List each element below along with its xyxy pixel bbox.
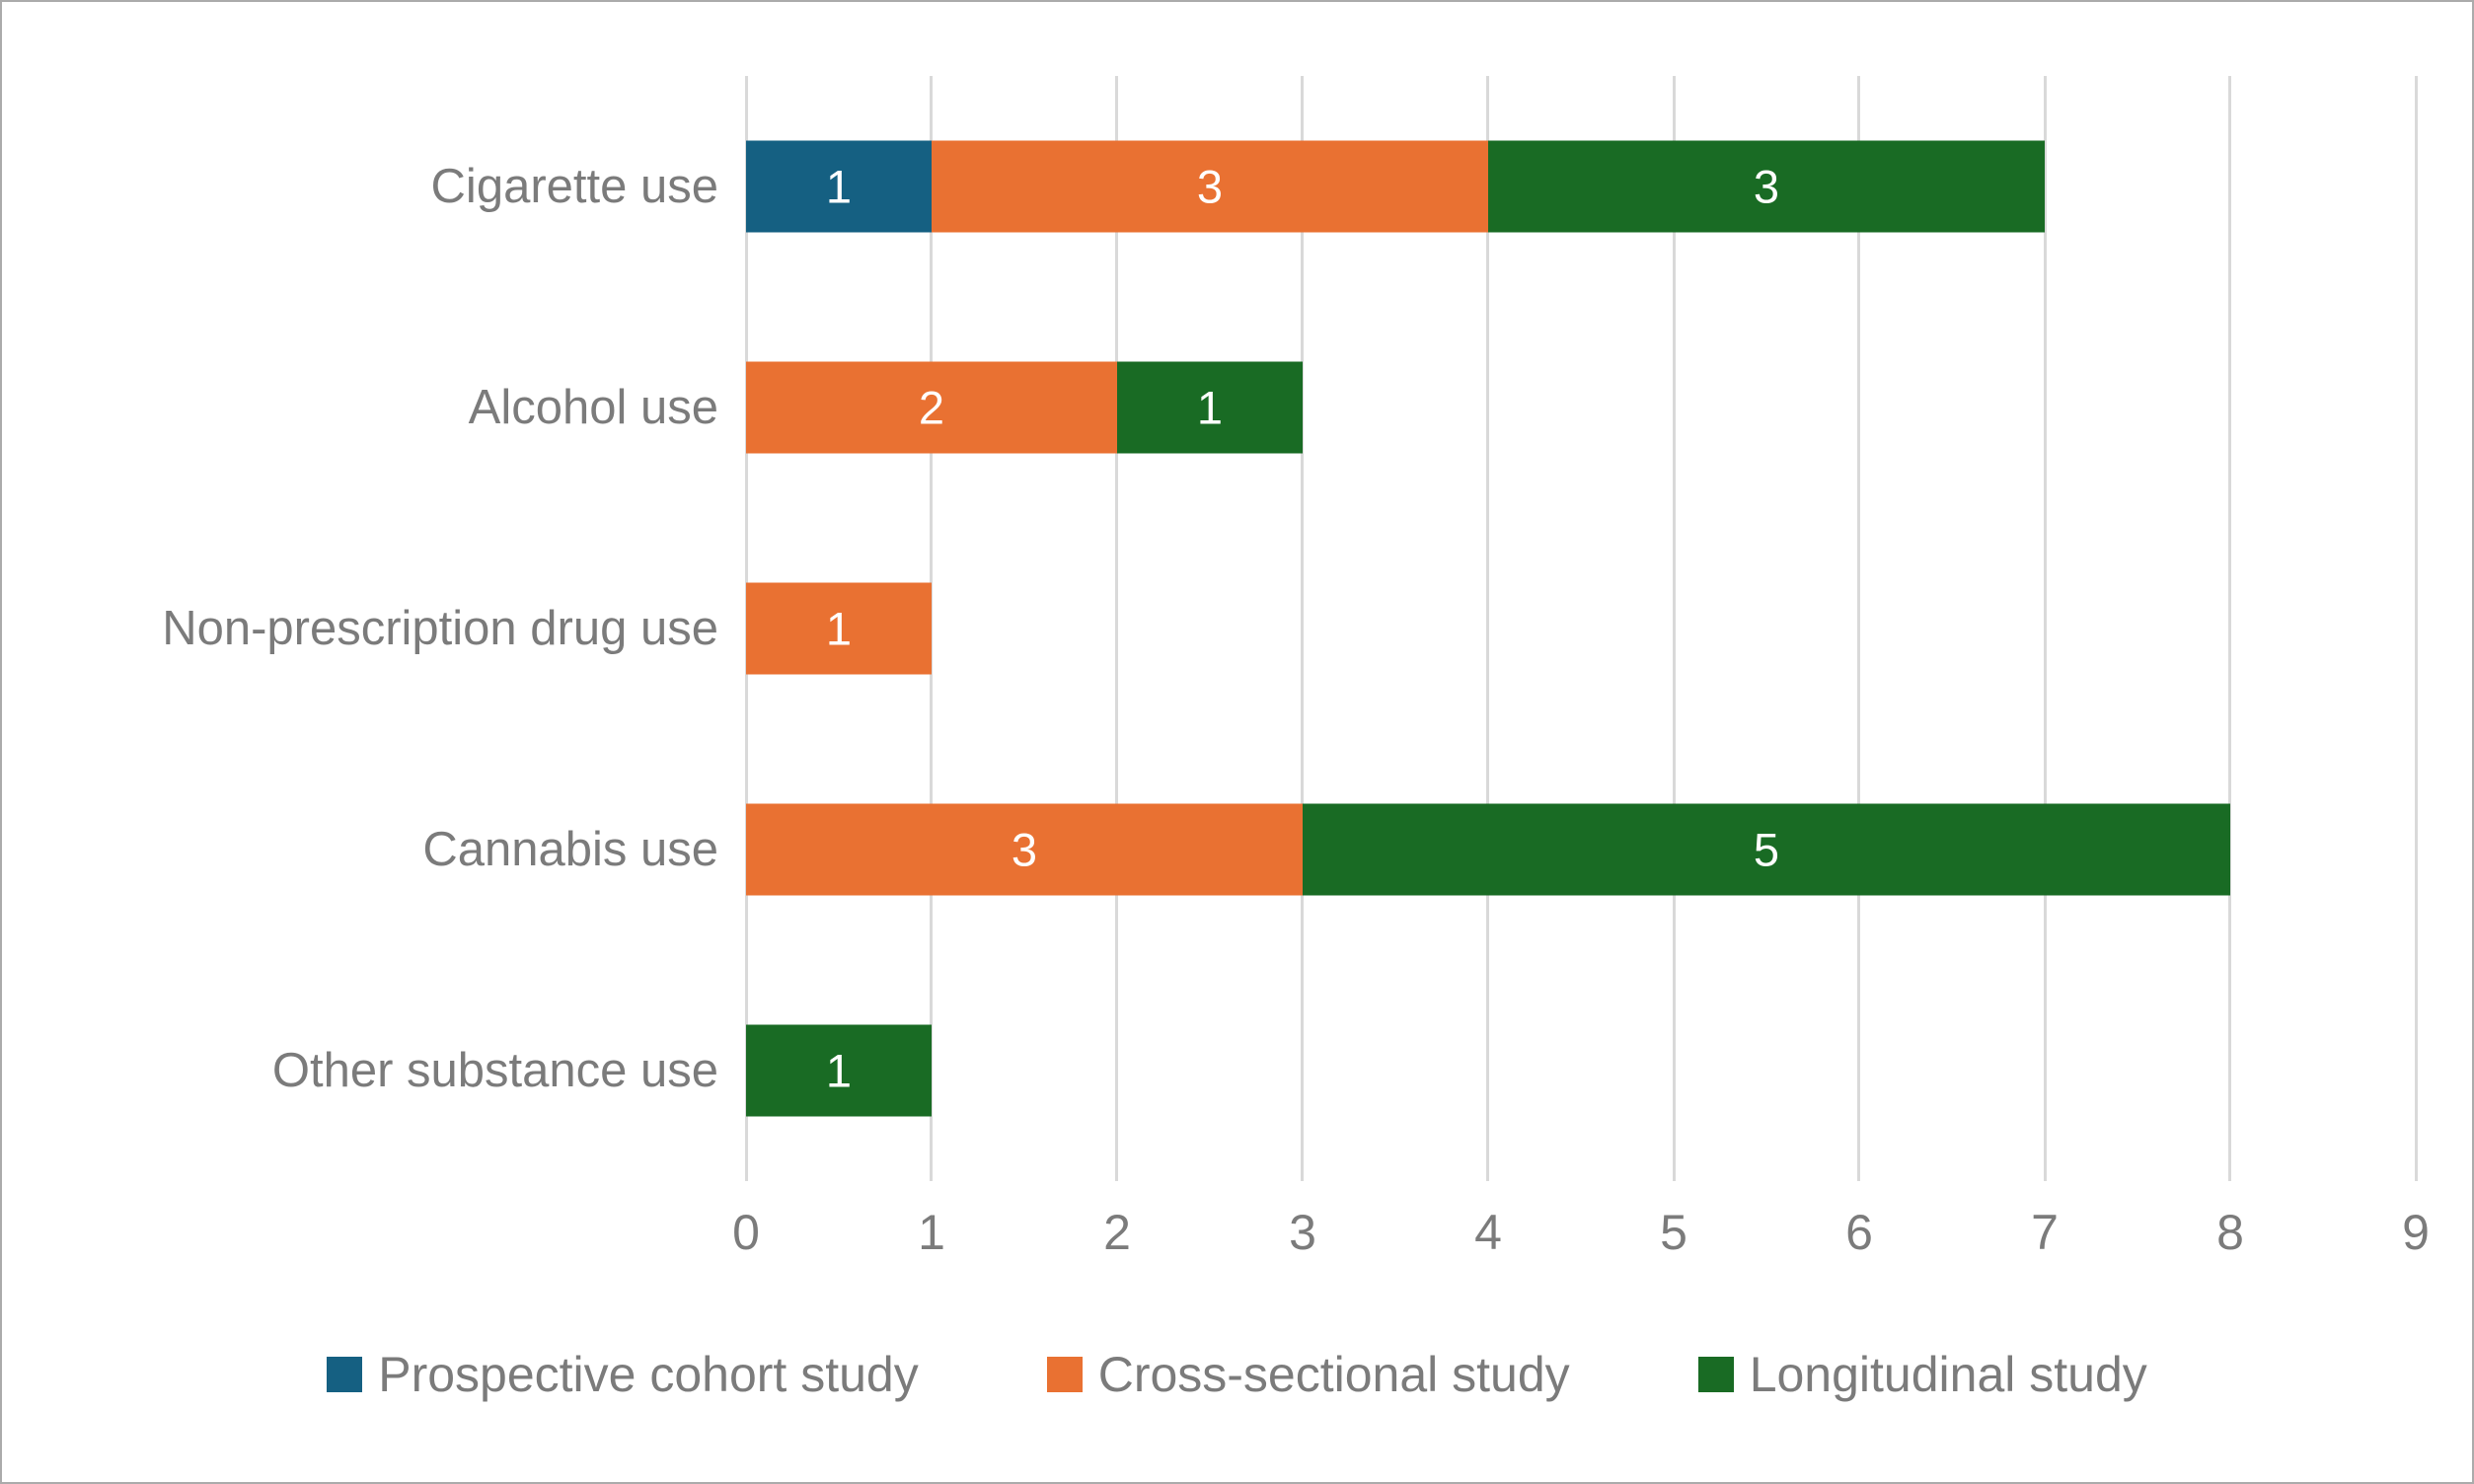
legend-swatch (1046, 1357, 1083, 1392)
bar-segment: 2 (746, 361, 1117, 454)
bar-row: Other substance use 1 (272, 960, 2416, 1181)
bar-row: Cannabis use 3 5 (422, 739, 2416, 960)
bar-row: Alcohol use 2 1 (469, 297, 2416, 518)
category-label: Alcohol use (468, 381, 718, 434)
segment-value-label: 3 (1753, 160, 1780, 213)
legend-swatch (327, 1357, 363, 1392)
bar-row: Non-prescription drug use 1 (162, 518, 2416, 739)
bar-segment: 1 (746, 1024, 932, 1117)
x-tick-label: 8 (2216, 1205, 2244, 1260)
bar-segment: 3 (1487, 140, 2045, 233)
bar-row: Cigarette use 1 3 3 (431, 76, 2416, 297)
bar-segment: 3 (746, 803, 1303, 896)
stacked-bar: 1 (746, 582, 2416, 675)
x-tick-label: 4 (1474, 1205, 1502, 1260)
category-label: Cannabis use (422, 823, 718, 876)
x-tick-label: 0 (732, 1205, 760, 1260)
x-tick-label: 1 (918, 1205, 945, 1260)
stacked-bar: 1 (746, 1024, 2416, 1117)
stacked-bar: 1 3 3 (746, 140, 2416, 233)
gridline (1115, 76, 1119, 1181)
legend-label: Cross-sectional study (1097, 1347, 1570, 1402)
segment-value-label: 1 (1196, 381, 1224, 434)
category-label: Other substance use (271, 1044, 718, 1097)
gridline (2043, 76, 2047, 1181)
legend-label: Prospective cohort study (378, 1347, 919, 1402)
bar-rows: Cigarette use 1 3 3 Alcohol use 2 1 Non-prescri… (162, 76, 2416, 1181)
segment-value-label: 1 (825, 602, 853, 655)
segment-value-label: 1 (825, 1044, 853, 1097)
x-axis: 0 1 2 3 4 5 6 7 8 9 (732, 1204, 2430, 1273)
gridline (2414, 76, 2418, 1181)
bar-segment: 1 (746, 140, 932, 233)
bar-segment: 3 (932, 140, 1488, 233)
bar-segment: 1 (1117, 361, 1303, 454)
category-label: Non-prescription drug use (162, 602, 718, 655)
segment-value-label: 3 (1196, 160, 1224, 213)
legend-item: Prospective cohort study (327, 1346, 919, 1403)
legend-label: Longitudinal study (1749, 1347, 2147, 1402)
bar-segment: 5 (1302, 803, 2230, 896)
gridline (2228, 76, 2232, 1181)
x-tick-label: 3 (1289, 1205, 1316, 1260)
x-tick-label: 2 (1103, 1205, 1131, 1260)
segment-value-label: 3 (1011, 823, 1038, 876)
legend: Prospective cohort study Cross-sectional … (2, 1346, 2472, 1403)
segment-value-label: 1 (825, 160, 853, 213)
x-tick-label: 5 (1660, 1205, 1687, 1260)
gridline (1301, 76, 1305, 1181)
gridline (1672, 76, 1676, 1181)
x-tick-label: 7 (2031, 1205, 2059, 1260)
bar-segment: 1 (746, 582, 932, 675)
legend-swatch (1697, 1357, 1734, 1392)
segment-value-label: 2 (918, 381, 945, 434)
x-tick-label: 6 (1845, 1205, 1873, 1260)
segment-value-label: 5 (1753, 823, 1780, 876)
x-tick-label: 9 (2402, 1205, 2430, 1260)
legend-item: Longitudinal study (1697, 1346, 2147, 1403)
legend-item: Cross-sectional study (1046, 1346, 1570, 1403)
category-label: Cigarette use (430, 160, 718, 213)
gridline (1857, 76, 1861, 1181)
plot-area: Cigarette use 1 3 3 Alcohol use 2 1 Non-prescri… (162, 76, 2418, 1181)
gridline (1486, 76, 1490, 1181)
